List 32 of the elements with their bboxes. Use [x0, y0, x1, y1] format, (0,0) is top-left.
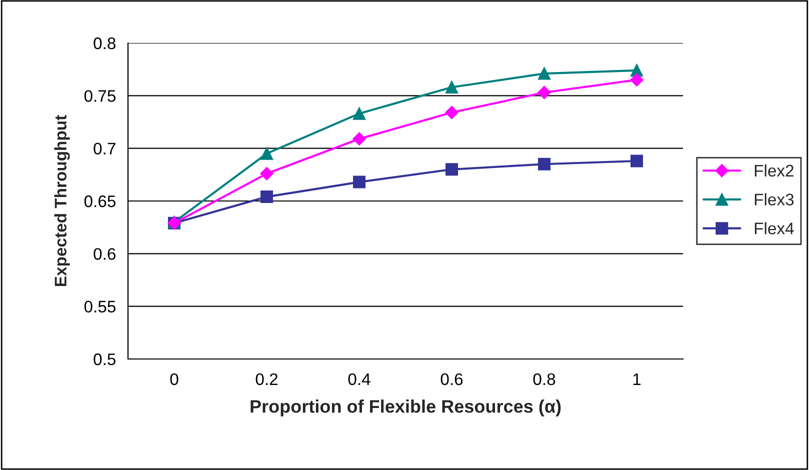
y-tick-label: 0.5 [94, 353, 116, 366]
legend-label: Flex2 [754, 164, 794, 177]
point [446, 80, 458, 94]
y-axis-title: Expected Throughput [54, 115, 70, 286]
x-tick-label: 1 [633, 374, 641, 385]
legend-label: Flex4 [754, 222, 794, 234]
y-tick-label: 0.8 [94, 37, 116, 50]
y-tick-label: 0.7 [94, 142, 116, 155]
point [260, 190, 273, 204]
y-tick-label: 0.6 [94, 248, 116, 260]
y-tick-label: 0.75 [84, 90, 116, 102]
x-axis-title: Proportion of Flexible Resources (α) [250, 400, 561, 416]
point [630, 73, 644, 86]
point [538, 67, 550, 80]
point [446, 163, 458, 176]
point [445, 106, 458, 120]
point [352, 132, 366, 146]
y-tick-label: 0.65 [84, 195, 116, 208]
x-tick-label: 0.6 [440, 373, 463, 386]
point [538, 158, 550, 170]
point [538, 86, 551, 100]
x-tick-label: 0.2 [256, 373, 278, 386]
x-tick-label: 0 [170, 373, 178, 386]
point [353, 107, 366, 120]
y-tick-label: 0.55 [84, 300, 116, 313]
x-tick-label: 0.4 [348, 373, 370, 386]
point [260, 167, 274, 180]
x-tick-label: 0.8 [533, 373, 556, 386]
legend-label: Flex3 [754, 193, 794, 206]
point [260, 147, 273, 160]
point [353, 176, 366, 188]
point [630, 154, 643, 168]
